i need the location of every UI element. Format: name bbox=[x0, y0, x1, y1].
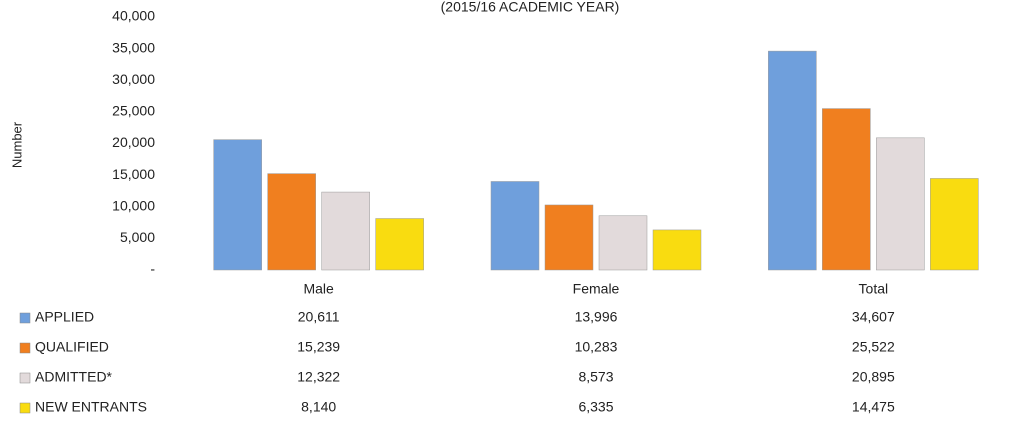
chart-title: (2015/16 ACADEMIC YEAR) bbox=[441, 0, 620, 15]
table-value: 34,607 bbox=[852, 309, 895, 325]
x-tick-label: Female bbox=[573, 281, 620, 297]
y-tick-label: 10,000 bbox=[112, 197, 155, 213]
legend-label: QUALIFIED bbox=[35, 339, 109, 355]
x-tick-label: Male bbox=[303, 281, 334, 297]
bar bbox=[822, 108, 871, 271]
table-value: 15,239 bbox=[297, 339, 340, 355]
bar bbox=[768, 50, 817, 271]
bar bbox=[876, 137, 925, 271]
table-value: 8,573 bbox=[578, 369, 613, 385]
y-tick-label: 30,000 bbox=[112, 71, 155, 87]
table-value: 8,140 bbox=[301, 399, 336, 415]
bar bbox=[490, 181, 540, 271]
legend-label: NEW ENTRANTS bbox=[35, 399, 147, 415]
legend-swatch bbox=[19, 372, 31, 384]
y-tick-label: 20,000 bbox=[112, 134, 155, 150]
table-value: 20,611 bbox=[298, 309, 340, 325]
legend-swatch bbox=[19, 342, 31, 354]
y-tick-label: 5,000 bbox=[120, 229, 155, 245]
y-tick-label: 35,000 bbox=[112, 39, 155, 55]
y-tick-label: - bbox=[150, 261, 155, 277]
y-tick-label: 25,000 bbox=[112, 103, 155, 119]
table-value: 14,475 bbox=[852, 399, 895, 415]
bar bbox=[930, 178, 979, 271]
legend-swatch bbox=[19, 312, 31, 324]
x-tick-label: Total bbox=[859, 281, 889, 297]
bar bbox=[267, 173, 316, 271]
y-tick-label: 40,000 bbox=[112, 8, 155, 24]
legend-label: APPLIED bbox=[35, 309, 94, 325]
table-value: 10,283 bbox=[575, 339, 618, 355]
legend-label: ADMITTED* bbox=[35, 369, 113, 385]
bar bbox=[598, 215, 648, 271]
bar bbox=[652, 229, 702, 271]
y-axis-label: Number bbox=[9, 121, 24, 168]
y-tick-label: 15,000 bbox=[112, 166, 155, 182]
bar bbox=[321, 191, 370, 271]
table-value: 6,335 bbox=[578, 399, 613, 415]
table-value: 25,522 bbox=[852, 339, 895, 355]
legend-swatch bbox=[19, 402, 31, 414]
table-value: 13,996 bbox=[575, 309, 618, 325]
bar bbox=[213, 139, 262, 271]
table-value: 12,322 bbox=[297, 369, 340, 385]
table-value: 20,895 bbox=[852, 369, 895, 385]
bar bbox=[544, 204, 594, 271]
bar bbox=[375, 218, 424, 271]
